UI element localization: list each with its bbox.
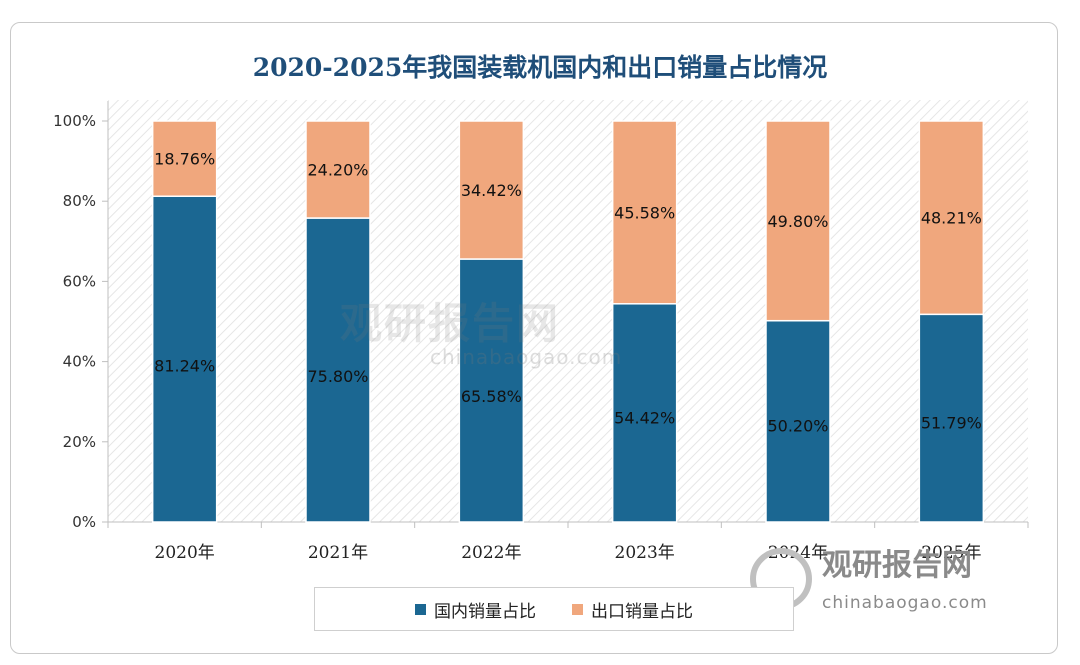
watermark-corner-brand: 观研报告网 [822,548,972,583]
bar-segment-export [151,120,218,197]
data-label-export: 48.21% [921,209,982,228]
data-label-domestic: 54.42% [614,408,675,427]
y-tick-label: 40% [63,353,96,371]
bar-segment-export [918,120,985,316]
bar-segment-domestic [611,303,678,523]
legend-swatch-domestic [415,603,426,615]
watermark-corner-url: chinabaogao.com [822,593,988,613]
data-label-export: 45.58% [614,203,675,222]
data-label-domestic: 81.24% [154,357,215,376]
bar-segment-export [611,120,678,305]
bar-segment-domestic [765,319,831,523]
y-tick-label: 0% [72,513,96,531]
legend-item-export: 出口销量占比 [572,597,693,622]
chart-legend: 国内销量占比 出口销量占比 [314,587,794,631]
bar-segment-domestic [305,217,371,523]
data-label-export: 24.20% [307,161,368,180]
y-tick-label: 80% [63,192,96,210]
bar-segment-domestic [458,258,525,523]
bar-segment-export [458,120,525,260]
bar-segment-export [305,120,371,219]
data-label-export: 34.42% [461,181,522,200]
plot-area [108,100,1028,522]
data-label-export: 49.80% [767,212,828,231]
data-label-export: 18.76% [154,150,215,169]
y-tick-label: 60% [63,272,96,290]
x-tick-label: 2022年 [461,543,521,563]
watermark-brand: 观研报告网 [340,299,561,348]
watermark-url: chinabaogao.com [430,345,623,369]
bar-segment-domestic [918,313,985,523]
legend-label-domestic: 国内销量占比 [434,601,536,622]
chart-title: 2020-2025年我国装载机国内和出口销量占比情况 [252,53,828,82]
legend-swatch-export [572,603,583,615]
data-label-domestic: 65.58% [461,387,522,406]
data-label-domestic: 75.80% [307,367,368,386]
bar-segment-export [765,120,831,322]
x-tick-label: 2020年 [155,543,215,563]
data-label-domestic: 50.20% [767,416,828,435]
legend-item-domestic: 国内销量占比 [415,597,536,622]
y-tick-label: 20% [63,433,96,451]
x-tick-label: 2023年 [615,543,675,563]
bar-segment-domestic [151,195,218,523]
x-tick-label: 2021年 [308,543,368,563]
data-label-domestic: 51.79% [921,413,982,432]
y-tick-label: 100% [53,112,96,130]
x-tick-label: 2025年 [921,543,981,563]
legend-label-export: 出口销量占比 [591,601,693,622]
